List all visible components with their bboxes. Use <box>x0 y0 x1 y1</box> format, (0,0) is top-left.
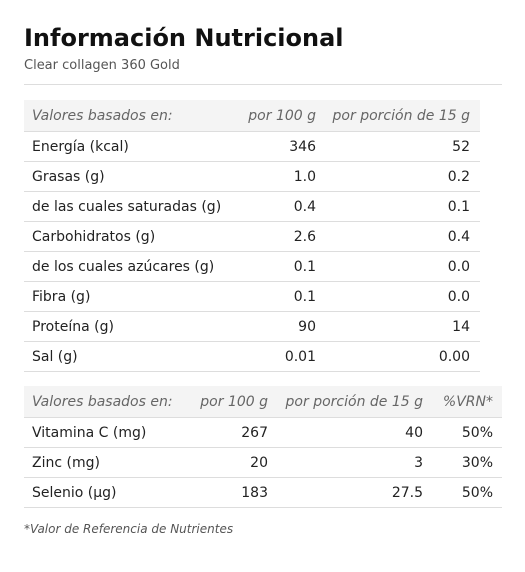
table-cell: Sal (g) <box>32 349 78 365</box>
table-cell: 30% <box>461 455 493 471</box>
table-row: Fibra (g) 0.1 0.0 <box>24 282 480 312</box>
table-cell: 346 <box>289 139 316 155</box>
table-cell: 50% <box>461 425 493 441</box>
table-cell: Vitamina C (mg) <box>32 425 147 441</box>
table-cell: Zinc (mg) <box>32 455 100 471</box>
table-cell: 3 <box>414 455 423 471</box>
table-cell: Energía (kcal) <box>32 139 129 155</box>
footnote: *Valor de Referencia de Nutrientes <box>24 522 234 536</box>
table-cell: 90 <box>298 319 316 335</box>
table-cell: 0.0 <box>447 259 470 275</box>
table-cell: de los cuales azúcares (g) <box>32 259 215 275</box>
table-cell: 0.4 <box>293 199 316 215</box>
title: Información Nutricional <box>24 24 344 52</box>
table-cell: 0.4 <box>447 229 470 245</box>
table-row: de las cuales saturadas (g) 0.4 0.1 <box>24 192 480 222</box>
column-header: Valores basados en: <box>32 108 173 124</box>
table-cell: 0.1 <box>293 289 316 305</box>
column-header: por porción de 15 g <box>285 394 423 410</box>
table-cell: 27.5 <box>391 485 423 501</box>
table-cell: Fibra (g) <box>32 289 91 305</box>
table-row: Grasas (g) 1.0 0.2 <box>24 162 480 192</box>
table-row: Selenio (µg) 183 27.5 50% <box>24 478 502 508</box>
table-row: Sal (g) 0.01 0.00 <box>24 342 480 372</box>
table-header: Valores basados en: por 100 g por porción … <box>24 100 480 132</box>
table-row: Vitamina C (mg) 267 40 50% <box>24 418 502 448</box>
table-cell: Grasas (g) <box>32 169 105 185</box>
column-header: por 100 g <box>200 394 268 410</box>
table-cell: 52 <box>452 139 470 155</box>
table-header: Valores basados en: por 100 g por porción … <box>24 386 502 418</box>
table-cell: 50% <box>461 485 493 501</box>
table-cell: Proteína (g) <box>32 319 114 335</box>
table-cell: 267 <box>241 425 268 441</box>
table-row: Zinc (mg) 20 3 30% <box>24 448 502 478</box>
table-cell: Carbohidratos (g) <box>32 229 156 245</box>
table-cell: 0.01 <box>284 349 316 365</box>
table-cell: 14 <box>452 319 470 335</box>
table-cell: 0.1 <box>293 259 316 275</box>
table-cell: de las cuales saturadas (g) <box>32 199 222 215</box>
table-cell: 0.1 <box>447 199 470 215</box>
divider <box>24 84 502 85</box>
subtitle: Clear collagen 360 Gold <box>24 58 180 73</box>
table-cell: 0.0 <box>447 289 470 305</box>
column-header: %VRN* <box>442 394 493 410</box>
table-cell: 20 <box>250 455 268 471</box>
table-row: de los cuales azúcares (g) 0.1 0.0 <box>24 252 480 282</box>
table-cell: 0.00 <box>438 349 470 365</box>
table-cell: 183 <box>241 485 268 501</box>
table-row: Energía (kcal) 346 52 <box>24 132 480 162</box>
column-header: por porción de 15 g <box>332 108 470 124</box>
column-header: Valores basados en: <box>32 394 173 410</box>
table-row: Proteína (g) 90 14 <box>24 312 480 342</box>
table-cell: 0.2 <box>447 169 470 185</box>
table-cell: 1.0 <box>293 169 316 185</box>
table-cell: 2.6 <box>293 229 316 245</box>
table-cell: Selenio (µg) <box>32 485 117 501</box>
table-row: Carbohidratos (g) 2.6 0.4 <box>24 222 480 252</box>
column-header: por 100 g <box>248 108 316 124</box>
table-cell: 40 <box>405 425 423 441</box>
